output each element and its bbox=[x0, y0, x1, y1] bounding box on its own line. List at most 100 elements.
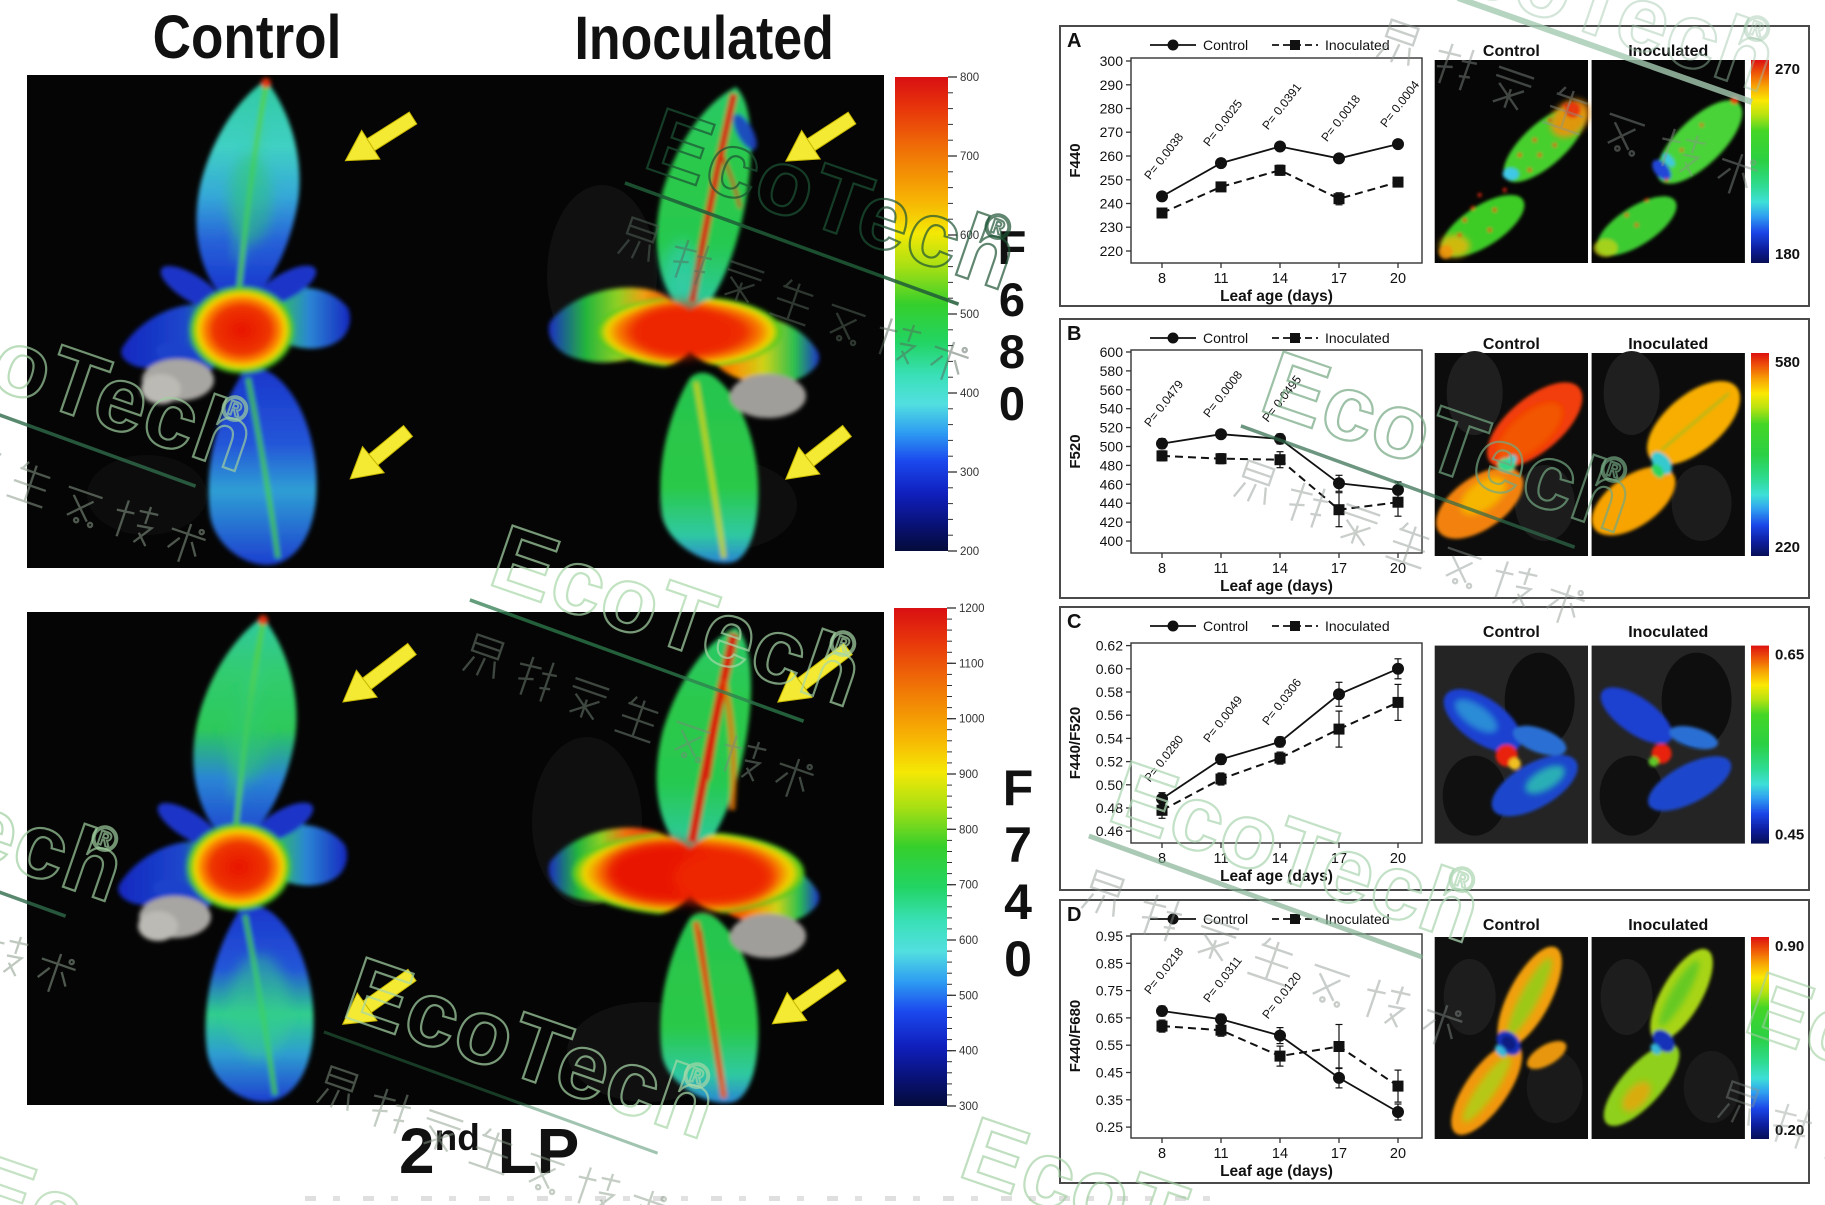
svg-text:14: 14 bbox=[1272, 271, 1288, 287]
svg-text:250: 250 bbox=[1100, 172, 1124, 188]
svg-text:11: 11 bbox=[1213, 561, 1228, 577]
svg-text:180: 180 bbox=[1775, 246, 1800, 263]
svg-text:0.50: 0.50 bbox=[1096, 777, 1123, 793]
svg-text:230: 230 bbox=[1100, 219, 1124, 235]
svg-text:420: 420 bbox=[1100, 514, 1124, 530]
svg-text:Control: Control bbox=[1483, 43, 1540, 60]
svg-text:20: 20 bbox=[1390, 851, 1406, 867]
svg-text:14: 14 bbox=[1272, 1146, 1288, 1162]
svg-text:0.45: 0.45 bbox=[1775, 827, 1804, 844]
svg-text:17: 17 bbox=[1331, 271, 1347, 287]
svg-text:0.54: 0.54 bbox=[1096, 730, 1123, 746]
svg-text:440: 440 bbox=[1100, 495, 1124, 511]
svg-text:800: 800 bbox=[960, 72, 979, 84]
svg-text:290: 290 bbox=[1100, 77, 1124, 93]
svg-text:220: 220 bbox=[1100, 243, 1124, 259]
svg-text:300: 300 bbox=[1100, 53, 1124, 69]
svg-text:Control: Control bbox=[1203, 911, 1248, 927]
svg-text:Control: Control bbox=[1483, 917, 1540, 934]
svg-text:0.85: 0.85 bbox=[1096, 955, 1123, 971]
svg-text:Inoculated: Inoculated bbox=[1628, 624, 1708, 641]
svg-text:8: 8 bbox=[1158, 851, 1166, 867]
svg-text:20: 20 bbox=[1390, 271, 1406, 287]
svg-text:260: 260 bbox=[1100, 148, 1124, 164]
svg-text:270: 270 bbox=[1775, 61, 1800, 78]
svg-text:300: 300 bbox=[959, 1101, 978, 1113]
svg-text:520: 520 bbox=[1100, 420, 1124, 436]
svg-text:Control: Control bbox=[1203, 330, 1248, 346]
svg-text:Inoculated: Inoculated bbox=[1628, 43, 1708, 60]
svg-text:0.55: 0.55 bbox=[1096, 1037, 1123, 1053]
svg-text:560: 560 bbox=[1100, 382, 1124, 398]
svg-text:700: 700 bbox=[960, 151, 979, 163]
svg-text:0.56: 0.56 bbox=[1096, 707, 1123, 723]
svg-text:Inoculated: Inoculated bbox=[1325, 37, 1390, 53]
svg-text:200: 200 bbox=[960, 546, 979, 558]
svg-text:220: 220 bbox=[1775, 539, 1800, 556]
svg-text:1000: 1000 bbox=[959, 714, 985, 726]
svg-text:Inoculated: Inoculated bbox=[1325, 330, 1390, 346]
svg-text:17: 17 bbox=[1331, 561, 1347, 577]
svg-text:A: A bbox=[1067, 30, 1081, 52]
svg-text:0.60: 0.60 bbox=[1096, 661, 1123, 677]
svg-text:500: 500 bbox=[959, 990, 978, 1002]
svg-text:1100: 1100 bbox=[959, 658, 984, 670]
svg-text:B: B bbox=[1067, 323, 1081, 345]
svg-text:0.45: 0.45 bbox=[1096, 1065, 1123, 1081]
svg-text:Inoculated: Inoculated bbox=[1628, 917, 1708, 934]
svg-text:20: 20 bbox=[1390, 561, 1406, 577]
svg-text:480: 480 bbox=[1100, 457, 1124, 473]
svg-text:14: 14 bbox=[1272, 851, 1288, 867]
svg-text:460: 460 bbox=[1100, 476, 1124, 492]
svg-text:Control: Control bbox=[1203, 618, 1248, 634]
svg-text:Control: Control bbox=[1483, 624, 1540, 641]
svg-text:540: 540 bbox=[1100, 401, 1124, 417]
svg-text:14: 14 bbox=[1272, 561, 1288, 577]
svg-text:Leaf age (days): Leaf age (days) bbox=[1220, 1163, 1333, 1180]
svg-text:D: D bbox=[1067, 904, 1081, 926]
svg-text:Inoculated: Inoculated bbox=[1325, 911, 1390, 927]
svg-text:0.90: 0.90 bbox=[1775, 938, 1804, 955]
svg-text:0.75: 0.75 bbox=[1096, 983, 1123, 999]
svg-text:400: 400 bbox=[1100, 533, 1124, 549]
svg-text:270: 270 bbox=[1100, 124, 1124, 140]
svg-text:0.62: 0.62 bbox=[1096, 638, 1123, 654]
svg-text:0.46: 0.46 bbox=[1096, 823, 1123, 839]
svg-text:8: 8 bbox=[1158, 1146, 1166, 1162]
svg-text:8: 8 bbox=[1158, 561, 1166, 577]
svg-text:600: 600 bbox=[960, 230, 979, 242]
svg-text:Control: Control bbox=[1483, 336, 1540, 353]
svg-text:280: 280 bbox=[1100, 101, 1124, 117]
svg-text:400: 400 bbox=[959, 1046, 978, 1058]
svg-text:600: 600 bbox=[959, 935, 978, 947]
svg-text:0.52: 0.52 bbox=[1096, 754, 1123, 770]
svg-text:F440: F440 bbox=[1067, 143, 1084, 177]
svg-text:580: 580 bbox=[1100, 363, 1124, 379]
svg-text:Control: Control bbox=[1203, 37, 1248, 53]
svg-text:0.95: 0.95 bbox=[1096, 928, 1123, 944]
svg-text:Inoculated: Inoculated bbox=[1325, 618, 1390, 634]
svg-text:0.35: 0.35 bbox=[1096, 1092, 1123, 1108]
svg-text:Inoculated: Inoculated bbox=[1628, 336, 1708, 353]
svg-text:0.65: 0.65 bbox=[1096, 1010, 1123, 1026]
svg-text:0.58: 0.58 bbox=[1096, 684, 1123, 700]
svg-text:600: 600 bbox=[1100, 344, 1124, 360]
svg-text:C: C bbox=[1067, 611, 1081, 633]
svg-text:Leaf age (days): Leaf age (days) bbox=[1220, 868, 1333, 885]
svg-text:400: 400 bbox=[960, 388, 979, 400]
svg-text:17: 17 bbox=[1331, 851, 1347, 867]
svg-text:Leaf age (days): Leaf age (days) bbox=[1220, 578, 1333, 595]
svg-text:500: 500 bbox=[960, 309, 979, 321]
svg-text:0.48: 0.48 bbox=[1096, 800, 1123, 816]
svg-text:580: 580 bbox=[1775, 354, 1800, 371]
svg-text:300: 300 bbox=[960, 467, 979, 479]
svg-text:F520: F520 bbox=[1067, 434, 1084, 468]
svg-text:17: 17 bbox=[1331, 1146, 1347, 1162]
svg-text:0.25: 0.25 bbox=[1096, 1119, 1123, 1135]
svg-text:11: 11 bbox=[1213, 1146, 1228, 1162]
svg-text:11: 11 bbox=[1213, 271, 1228, 287]
svg-text:F440/F680: F440/F680 bbox=[1067, 1000, 1084, 1073]
svg-text:900: 900 bbox=[959, 769, 978, 781]
svg-text:8: 8 bbox=[1158, 271, 1166, 287]
svg-text:F440/F520: F440/F520 bbox=[1067, 707, 1084, 780]
